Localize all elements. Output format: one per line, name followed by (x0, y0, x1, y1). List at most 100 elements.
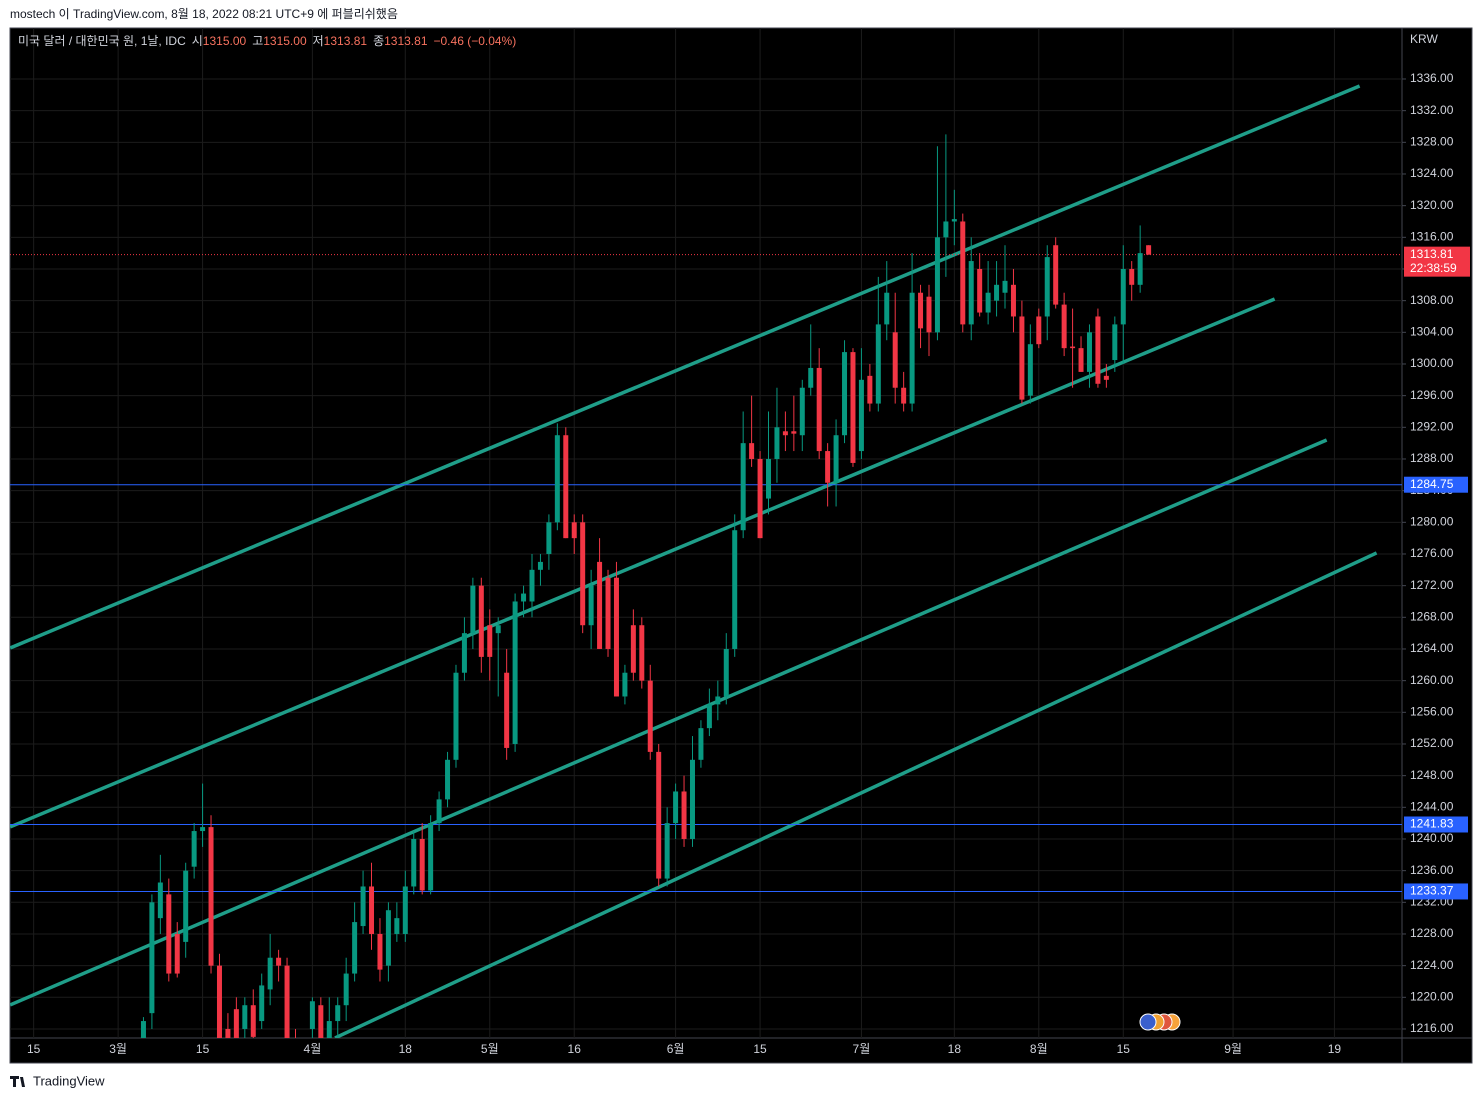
chart-panel (9, 27, 1473, 1064)
candle-body (994, 284, 1000, 301)
channel-line (10, 438, 1328, 1007)
logo-mark (10, 1076, 25, 1087)
price-label-box (1404, 816, 1468, 833)
candle-body (799, 387, 805, 436)
candle-body (326, 1021, 332, 1038)
ohlc-label: 저 (313, 34, 324, 48)
y-tick-label: 1320.00 (1410, 198, 1454, 212)
candle-body (613, 577, 619, 697)
candle-body (157, 882, 163, 919)
candle-body (757, 458, 763, 539)
candle-body (191, 831, 197, 867)
price-label: 1284.75 (1410, 477, 1454, 491)
ohlc-value: 1313.81 (324, 34, 368, 48)
candle-body (664, 823, 670, 879)
x-tick-label: 18 (948, 1042, 962, 1056)
candle-body (200, 827, 206, 832)
x-tick-label: 18 (399, 1042, 413, 1056)
candle-body (563, 435, 569, 539)
candle-body (732, 530, 738, 649)
candle-body (723, 648, 729, 697)
candle-body (867, 375, 873, 404)
symbol-header: 미국 달러 / 대한민국 원, 1날, IDC 시1315.00 고1315.00 저… (18, 34, 516, 48)
candle-body (436, 799, 442, 824)
y-tick-label: 1292.00 (1410, 419, 1454, 433)
caption: mostech 이 TradingView.com, 8월 18, 2022 0… (10, 7, 398, 21)
candle-body (411, 838, 417, 887)
y-tick-label: 1248.00 (1410, 768, 1454, 782)
candle-body (369, 886, 375, 934)
x-tick-label: 5월 (481, 1042, 499, 1056)
candle-body (884, 292, 890, 325)
candle-body (470, 585, 476, 634)
event-icons (1139, 1013, 1181, 1031)
candle-body (943, 221, 949, 238)
candle-body (875, 324, 881, 404)
candle-body (276, 957, 282, 966)
candle-body (1070, 346, 1076, 349)
candle-body (715, 696, 721, 705)
x-tick-label: 8월 (1030, 1042, 1048, 1056)
channel-line (10, 84, 1361, 650)
ohlc-value: 1313.81 (384, 34, 428, 48)
price-label: 1233.37 (1410, 884, 1454, 898)
symbol: 미국 달러 / 대한민국 원, 1날, IDC (18, 34, 186, 48)
candle-body (842, 352, 848, 436)
candle-body (284, 965, 290, 1038)
candle-body (495, 625, 501, 634)
candle-body (825, 451, 831, 483)
x-tick-label: 15 (196, 1042, 210, 1056)
candle-body (1010, 284, 1016, 317)
candle-body (1095, 316, 1101, 384)
x-tick-label: 7월 (853, 1042, 871, 1056)
plot (10, 84, 1402, 1038)
change: −0.46 (−0.04%) (434, 34, 517, 48)
y-tick-label: 1252.00 (1410, 736, 1454, 750)
candle-body (402, 886, 408, 934)
candle-body (740, 443, 746, 531)
candle-body (149, 902, 155, 1014)
candle-body (816, 367, 822, 452)
candle-body (681, 791, 687, 839)
candle-body (774, 427, 780, 459)
candle-body (1137, 253, 1143, 285)
candle-body (647, 680, 653, 752)
candle-body (689, 759, 695, 839)
candle-body (706, 704, 712, 729)
candle-body (546, 522, 552, 554)
x-tick-label: 4월 (304, 1042, 322, 1056)
y-tick-label: 1264.00 (1410, 641, 1454, 655)
y-tick-label: 1256.00 (1410, 704, 1454, 718)
candle-body (529, 569, 535, 602)
candle-body (140, 1021, 146, 1038)
candle-body (951, 219, 957, 222)
candle-body (461, 633, 467, 673)
ohlc-label: 고 (252, 34, 263, 48)
candle-body (1053, 245, 1059, 305)
candle-body (487, 625, 493, 657)
countdown: 22:38:59 (1410, 261, 1457, 275)
event-icon[interactable] (1139, 1013, 1157, 1031)
candle-body (588, 585, 594, 626)
channel-line (10, 297, 1276, 829)
candle-body (521, 593, 527, 602)
candle-body (808, 367, 814, 388)
candle-body (1103, 375, 1109, 380)
y-tick-label: 1240.00 (1410, 831, 1454, 845)
candle-body (1120, 268, 1126, 325)
candle-body (174, 933, 180, 974)
price-label-box (1404, 476, 1468, 493)
y-tick-label: 1260.00 (1410, 673, 1454, 687)
candle-body (630, 625, 636, 673)
candle-body (1061, 304, 1067, 349)
candle-body (343, 973, 349, 1006)
candle-body (918, 292, 924, 329)
ohlc-value: 1315.00 (203, 34, 247, 48)
candle-body (766, 458, 772, 499)
y-tick-label: 1272.00 (1410, 578, 1454, 592)
candle-body (428, 823, 434, 891)
y-tick-label: 1336.00 (1410, 71, 1454, 85)
candle-body (208, 827, 214, 966)
x-tick-label: 16 (568, 1042, 582, 1056)
candle-body (892, 332, 898, 388)
